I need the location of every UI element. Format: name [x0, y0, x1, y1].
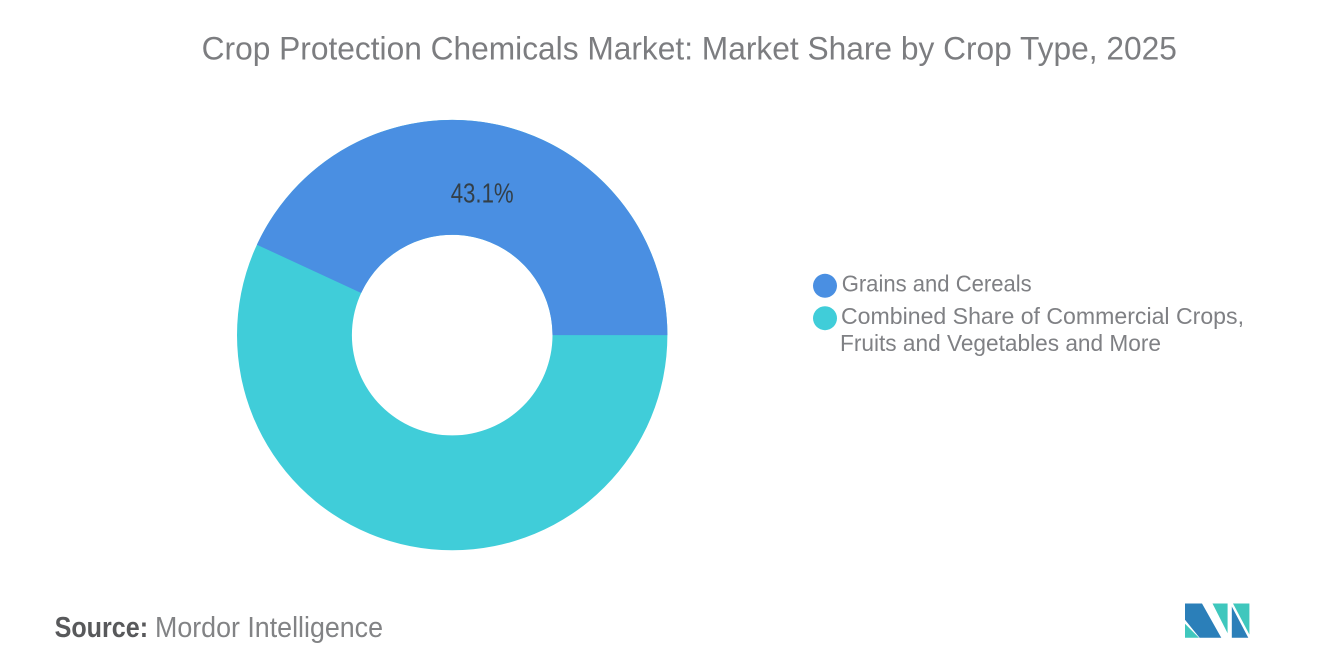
svg-text:Combined Share of Commercial C: Combined Share of Commercial Crops, — [841, 303, 1244, 329]
svg-text:Mordor Intelligence: Mordor Intelligence — [155, 612, 383, 644]
svg-text:43.1%: 43.1% — [451, 177, 514, 208]
svg-text:Source:: Source: — [55, 612, 149, 644]
svg-text:Grains and Cereals: Grains and Cereals — [842, 270, 1032, 296]
svg-text:Fruits and Vegetables and More: Fruits and Vegetables and More — [840, 330, 1161, 356]
svg-text:Crop Protection Chemicals Mark: Crop Protection Chemicals Market: Market… — [202, 31, 1177, 67]
